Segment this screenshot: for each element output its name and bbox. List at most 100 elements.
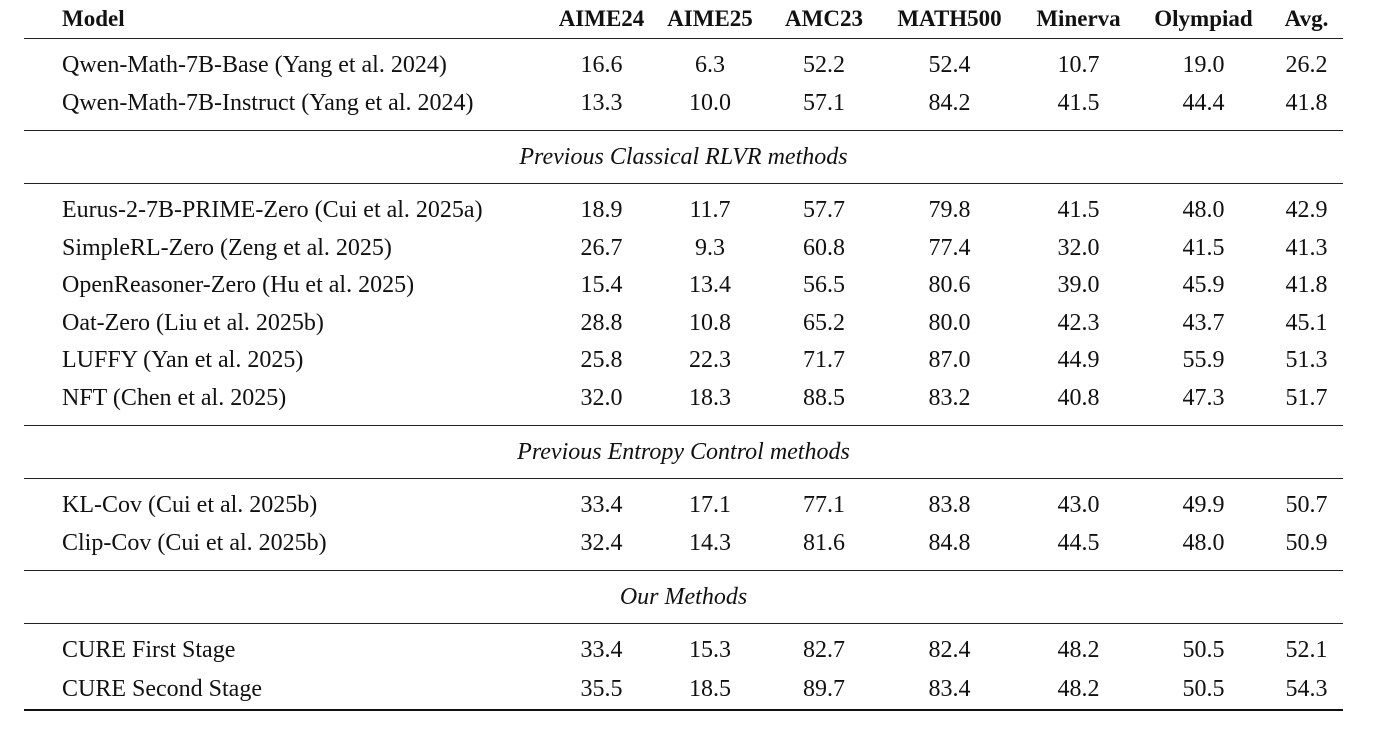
header-aime25: AIME25 — [651, 0, 769, 39]
cell-olympiad: 48.0 — [1182, 529, 1225, 556]
header-minerva: Minerva — [1020, 0, 1137, 39]
cell-minerva: 42.3 — [1057, 309, 1100, 336]
cell-olympiad: 45.9 — [1182, 272, 1225, 299]
cell-olympiad: 50.5 — [1182, 637, 1225, 664]
cell-aime25: 18.5 — [651, 669, 769, 711]
cell-amc23: 71.7 — [803, 347, 845, 374]
cell-avg: 41.3 — [1285, 234, 1328, 261]
cell-avg: 51.7 — [1285, 384, 1328, 411]
cell-olympiad: 41.5 — [1182, 234, 1225, 261]
cell-minerva: 10.7 — [1057, 52, 1100, 79]
cell-math500: 83.4 — [879, 669, 1020, 711]
cell-model: KL-Cov (Cui et al. 2025b) — [62, 492, 318, 519]
cell-amc23: 81.6 — [803, 529, 845, 556]
table-header: Model AIME24 AIME25 AMC23 MATH500 Minerv… — [24, 0, 1343, 39]
cell-olympiad: 49.9 — [1182, 492, 1225, 519]
cell-math500: 80.6 — [928, 272, 971, 299]
spacer-cell — [24, 417, 1343, 426]
table-row: LUFFY (Yan et al. 2025) 25.8 22.3 71.7 87.0 4… — [24, 342, 1343, 380]
cell-avg: 51.3 — [1285, 347, 1328, 374]
table-row: KL-Cov (Cui et al. 2025b) 33.4 17.1 77.1 83.… — [24, 487, 1343, 525]
cell-math500: 84.8 — [928, 529, 971, 556]
cell-aime25: 18.3 — [689, 384, 731, 411]
cell-minerva: 44.5 — [1057, 529, 1100, 556]
header-amc23: AMC23 — [769, 0, 879, 39]
table-row: CURE First Stage 33.4 15.3 82.7 82.4 48.2 50.5… — [24, 632, 1343, 670]
section-title: Previous Classical RLVR methods — [24, 130, 1343, 184]
cell-math500: 87.0 — [928, 347, 971, 374]
cell-model: Clip-Cov (Cui et al. 2025b) — [62, 529, 327, 556]
cell-olympiad: 43.7 — [1182, 309, 1225, 336]
table-row: NFT (Chen et al. 2025) 32.0 18.3 88.5 83.2 40… — [24, 380, 1343, 418]
spacer-row — [24, 417, 1343, 426]
spacer-cell — [24, 479, 1343, 488]
header-row: Model AIME24 AIME25 AMC23 MATH500 Minerv… — [24, 0, 1343, 39]
results-table: Model AIME24 AIME25 AMC23 MATH500 Minerv… — [24, 0, 1343, 711]
cell-avg: 54.3 — [1270, 669, 1343, 711]
spacer-row — [24, 184, 1343, 193]
cell-avg: 41.8 — [1285, 89, 1328, 116]
cell-amc23: 89.7 — [769, 669, 879, 711]
spacer-cell — [24, 122, 1343, 131]
cell-aime25: 10.0 — [689, 89, 731, 116]
cell-avg: 41.8 — [1285, 272, 1328, 299]
cell-model: LUFFY (Yan et al. 2025) — [62, 347, 304, 374]
cell-amc23: 60.8 — [803, 234, 845, 261]
cell-minerva: 32.0 — [1057, 234, 1100, 261]
cell-olympiad: 19.0 — [1182, 52, 1225, 79]
cell-minerva: 40.8 — [1057, 384, 1100, 411]
table-row: SimpleRL-Zero (Zeng et al. 2025) 26.7 9.3 6… — [24, 230, 1343, 268]
section-title: Our Methods — [24, 570, 1343, 624]
cell-aime24: 26.7 — [580, 234, 623, 261]
cell-avg: 52.1 — [1285, 637, 1328, 664]
cell-minerva: 48.2 — [1020, 669, 1137, 711]
cell-model: CURE Second Stage — [24, 669, 552, 711]
cell-amc23: 88.5 — [803, 384, 845, 411]
cell-aime25: 10.8 — [689, 309, 731, 336]
cell-amc23: 57.7 — [803, 197, 845, 224]
cell-aime24: 15.4 — [580, 272, 623, 299]
cell-math500: 83.8 — [928, 492, 971, 519]
cell-avg: 50.9 — [1285, 529, 1328, 556]
spacer-row — [24, 122, 1343, 131]
cell-minerva: 44.9 — [1057, 347, 1100, 374]
cell-aime24: 25.8 — [580, 347, 623, 374]
cell-model: Eurus-2-7B-PRIME-Zero (Cui et al. 2025a) — [62, 197, 483, 224]
cell-aime24: 13.3 — [580, 89, 623, 116]
cell-minerva: 43.0 — [1057, 492, 1100, 519]
cell-model: OpenReasoner-Zero (Hu et al. 2025) — [62, 272, 415, 299]
cell-minerva: 39.0 — [1057, 272, 1100, 299]
cell-aime24: 33.4 — [580, 637, 623, 664]
header-olympiad: Olympiad — [1137, 0, 1270, 39]
cell-aime24: 33.4 — [580, 492, 623, 519]
cell-math500: 79.8 — [928, 197, 971, 224]
header-avg: Avg. — [1270, 0, 1343, 39]
cell-aime24: 32.4 — [580, 529, 623, 556]
table-row: Oat-Zero (Liu et al. 2025b) 28.8 10.8 65.2 8… — [24, 305, 1343, 343]
cell-amc23: 52.2 — [803, 52, 845, 79]
table-row: Qwen-Math-7B-Instruct (Yang et al. 2024)… — [24, 85, 1343, 123]
table-row: Qwen-Math-7B-Base (Yang et al. 2024) 16.6… — [24, 47, 1343, 85]
cell-model: Qwen-Math-7B-Instruct (Yang et al. 2024) — [62, 89, 474, 116]
table-row: OpenReasoner-Zero (Hu et al. 2025) 15.4 13… — [24, 267, 1343, 305]
cell-avg: 42.9 — [1285, 197, 1328, 224]
cell-olympiad: 50.5 — [1137, 669, 1270, 711]
cell-aime24: 28.8 — [580, 309, 623, 336]
cell-aime24: 35.5 — [552, 669, 651, 711]
header-math500: MATH500 — [879, 0, 1020, 39]
spacer-row — [24, 479, 1343, 488]
cell-amc23: 57.1 — [803, 89, 845, 116]
section-title: Previous Entropy Control methods — [24, 425, 1343, 479]
cell-model: CURE First Stage — [62, 637, 236, 664]
cell-minerva: 48.2 — [1057, 637, 1100, 664]
cell-model: Qwen-Math-7B-Base (Yang et al. 2024) — [62, 52, 447, 79]
cell-math500: 77.4 — [928, 234, 971, 261]
cell-avg: 26.2 — [1285, 52, 1328, 79]
spacer-row — [24, 624, 1343, 633]
cell-aime25: 14.3 — [689, 529, 731, 556]
cell-aime25: 13.4 — [689, 272, 731, 299]
cell-aime25: 17.1 — [689, 492, 731, 519]
cell-amc23: 77.1 — [803, 492, 845, 519]
spacer-cell — [24, 624, 1343, 633]
cell-avg: 50.7 — [1285, 492, 1328, 519]
